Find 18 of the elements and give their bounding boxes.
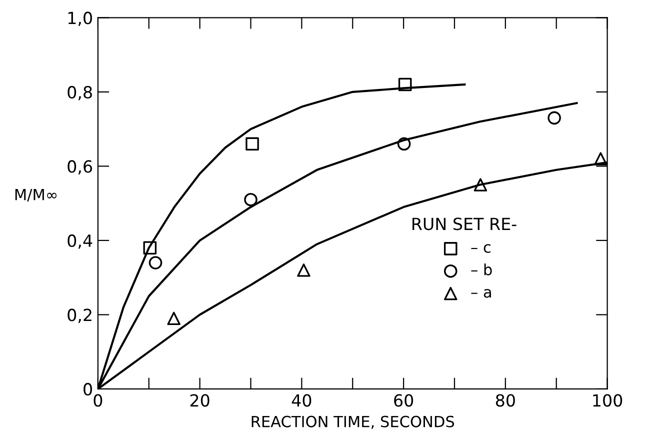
x-tick-label: 100: [593, 394, 622, 407]
x-tick-label: 0: [94, 394, 102, 407]
x-axis-title: REACTION TIME, SECONDS: [252, 416, 454, 429]
x-tick-label: 60: [394, 394, 414, 407]
y-axis-title: M/M∞: [15, 189, 57, 202]
y-tick-label: 0,4: [68, 234, 92, 249]
legend-label: – c: [471, 244, 490, 253]
legend-label: – b: [471, 264, 492, 276]
x-tick-label: 80: [496, 394, 515, 407]
y-tick-label: 0,6: [68, 160, 92, 174]
y-tick-label: 1,0: [68, 12, 92, 26]
y-tick-label: 0,8: [68, 86, 92, 100]
x-tick-label: 40: [292, 394, 312, 407]
y-tick-label: 0,2: [68, 308, 92, 323]
x-tick-label: 20: [190, 394, 210, 407]
y-tick-label: 0: [84, 382, 92, 396]
legend-title: RUN SET RE-: [412, 218, 516, 230]
legend-label: – a: [471, 288, 491, 298]
